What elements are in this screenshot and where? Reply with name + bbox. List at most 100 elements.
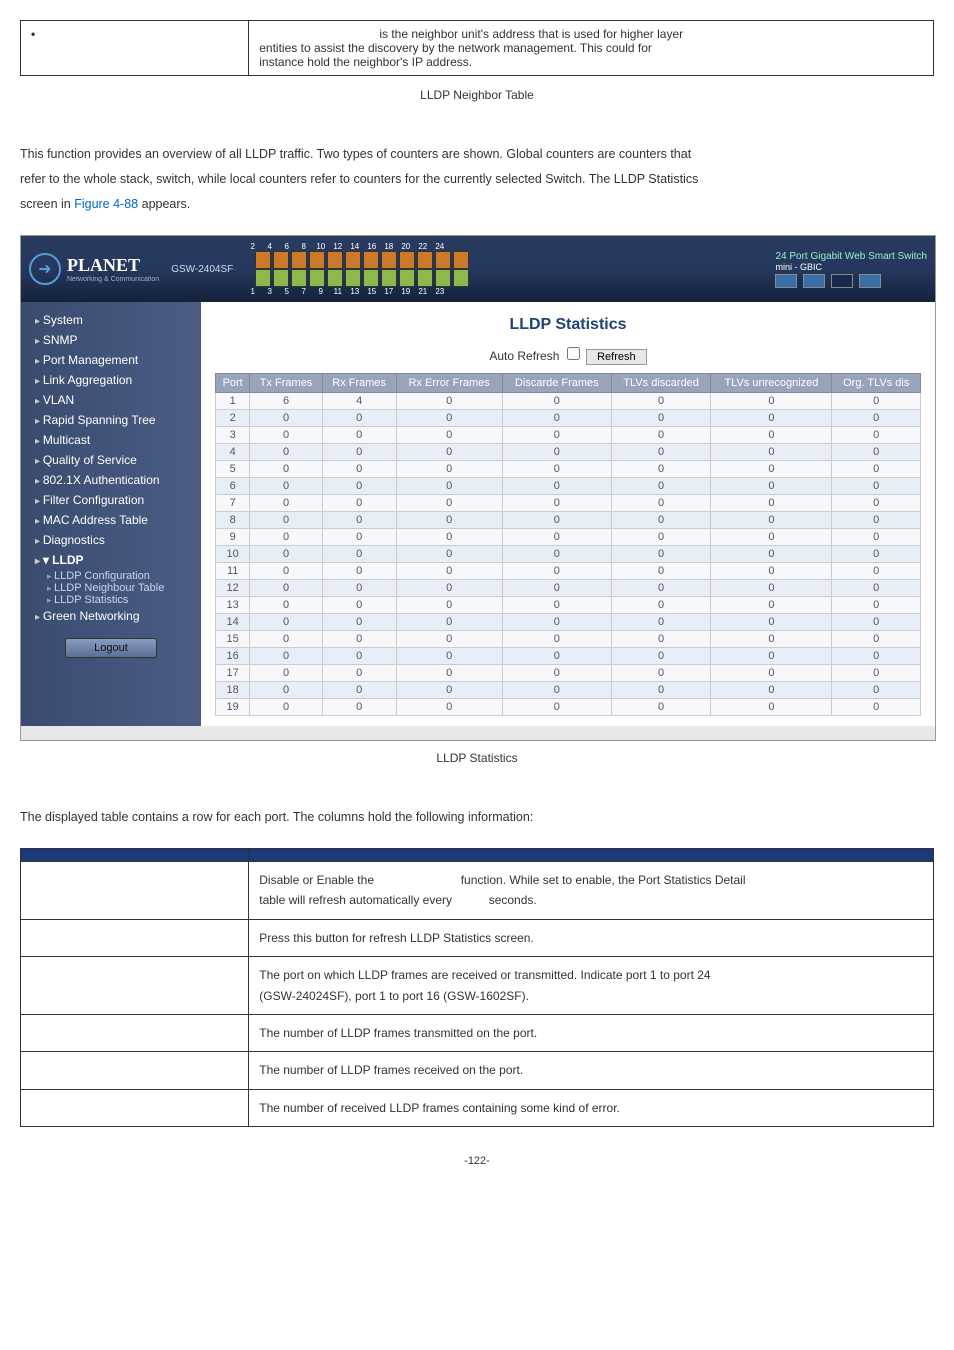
port-num: 18 <box>381 242 396 251</box>
table-row: 80000000 <box>216 512 921 529</box>
stats-cell: 0 <box>611 427 711 444</box>
stats-cell: 0 <box>250 682 322 699</box>
stats-cell: 0 <box>502 546 611 563</box>
sidebar-item-802-1x-authentication[interactable]: 802.1X Authentication <box>21 470 201 490</box>
desc-refresh: Press this button for refresh LLDP Stati… <box>249 919 934 956</box>
stats-cell: 0 <box>250 631 322 648</box>
port-icon <box>381 269 397 287</box>
sidebar-item-filter-configuration[interactable]: Filter Configuration <box>21 490 201 510</box>
stats-cell: 0 <box>711 478 832 495</box>
stats-cell: 0 <box>396 495 502 512</box>
stats-cell: 0 <box>832 597 921 614</box>
port-icon <box>255 269 271 287</box>
sidebar-item-multicast[interactable]: Multicast <box>21 430 201 450</box>
desc-label-port <box>21 957 249 1015</box>
stats-cell: 0 <box>396 580 502 597</box>
gbic-4 <box>859 274 881 288</box>
sidebar-item-quality-of-service[interactable]: Quality of Service <box>21 450 201 470</box>
sidebar-item-diagnostics[interactable]: Diagnostics <box>21 530 201 550</box>
sidebar-item-lldp[interactable]: ▾ LLDP <box>21 550 201 570</box>
stats-cell: 0 <box>322 461 396 478</box>
port-icon <box>381 251 397 269</box>
stats-cell: 0 <box>396 512 502 529</box>
port-num: 11 <box>330 287 345 296</box>
mini-gbic-label: mini - GBIC <box>775 262 927 272</box>
stats-cell: 6 <box>216 478 250 495</box>
table-row: 20000000 <box>216 410 921 427</box>
logout-button[interactable]: Logout <box>65 638 157 658</box>
stats-cell: 0 <box>832 580 921 597</box>
stats-cell: 0 <box>711 546 832 563</box>
stats-cell: 0 <box>711 495 832 512</box>
stats-cell: 0 <box>611 478 711 495</box>
stats-cell: 0 <box>611 461 711 478</box>
sidebar-item-snmp[interactable]: SNMP <box>21 330 201 350</box>
stats-cell: 0 <box>711 461 832 478</box>
port-num: 7 <box>296 287 311 296</box>
stats-cell: 0 <box>250 580 322 597</box>
stats-cell: 19 <box>216 699 250 716</box>
logo-area: ➜ PLANET Networking & Communication <box>29 253 159 285</box>
scrollbar-hint <box>21 726 935 740</box>
table-row: 130000000 <box>216 597 921 614</box>
stats-col: Org. TLVs dis <box>832 374 921 393</box>
table-row: 150000000 <box>216 631 921 648</box>
stats-cell: 0 <box>711 410 832 427</box>
table-row: 180000000 <box>216 682 921 699</box>
port-num: 22 <box>415 242 430 251</box>
sidebar-item-mac-address-table[interactable]: MAC Address Table <box>21 510 201 530</box>
stats-cell: 0 <box>322 699 396 716</box>
sidebar-sub-lldp-configuration[interactable]: LLDP Configuration <box>21 570 201 582</box>
stats-cell: 0 <box>502 444 611 461</box>
desc-tx: The number of LLDP frames transmitted on… <box>249 1014 934 1051</box>
port-icon <box>363 269 379 287</box>
stats-cell: 0 <box>611 393 711 410</box>
stats-cell: 0 <box>711 563 832 580</box>
stats-cell: 0 <box>250 427 322 444</box>
table-row: 140000000 <box>216 614 921 631</box>
stats-cell: 0 <box>711 665 832 682</box>
sidebar: SystemSNMPPort ManagementLink Aggregatio… <box>21 302 201 726</box>
stats-cell: 0 <box>396 393 502 410</box>
port-num: 3 <box>262 287 277 296</box>
desc-label-rx <box>21 1052 249 1089</box>
sidebar-item-port-management[interactable]: Port Management <box>21 350 201 370</box>
refresh-button[interactable] <box>586 349 647 365</box>
table-row: 190000000 <box>216 699 921 716</box>
logo-subtext: Networking & Communication <box>67 276 159 283</box>
port-icon <box>363 251 379 269</box>
port-panel: 24681012141618202224 1357911131517192123 <box>245 242 469 296</box>
model-label: GSW-2404SF <box>171 264 233 275</box>
stats-cell: 0 <box>611 512 711 529</box>
auto-refresh-checkbox[interactable] <box>567 347 580 360</box>
stats-cell: 0 <box>250 563 322 580</box>
stats-cell: 0 <box>502 478 611 495</box>
caption-neighbor-table: LLDP Neighbor Table <box>20 88 934 102</box>
figure-link[interactable]: Figure 4-88 <box>74 197 138 211</box>
stats-cell: 0 <box>611 563 711 580</box>
port-icon <box>309 269 325 287</box>
auto-refresh-label: Auto Refresh <box>489 349 559 363</box>
port-num: 9 <box>313 287 328 296</box>
sidebar-item-link-aggregation[interactable]: Link Aggregation <box>21 370 201 390</box>
stats-cell: 0 <box>396 427 502 444</box>
sidebar-item-system[interactable]: System <box>21 310 201 330</box>
stats-cell: 0 <box>322 427 396 444</box>
caption-statistics: LLDP Statistics <box>20 751 934 765</box>
sidebar-item-green-networking[interactable]: Green Networking <box>21 606 201 626</box>
sidebar-item-rapid-spanning-tree[interactable]: Rapid Spanning Tree <box>21 410 201 430</box>
content-title: LLDP Statistics <box>215 316 921 334</box>
stats-cell: 0 <box>832 546 921 563</box>
stats-cell: 0 <box>611 614 711 631</box>
sidebar-item-vlan[interactable]: VLAN <box>21 390 201 410</box>
desc-rxerr: The number of received LLDP frames conta… <box>249 1089 934 1126</box>
sidebar-sub-lldp-neighbour-table[interactable]: LLDP Neighbour Table <box>21 582 201 594</box>
stats-col: Rx Frames <box>322 374 396 393</box>
port-icon <box>417 251 433 269</box>
stats-cell: 0 <box>502 410 611 427</box>
stats-cell: 0 <box>832 631 921 648</box>
desc-rx: The number of LLDP frames received on th… <box>249 1052 934 1089</box>
port-icon <box>291 251 307 269</box>
sidebar-sub-lldp-statistics[interactable]: LLDP Statistics <box>21 594 201 606</box>
stats-cell: 0 <box>250 597 322 614</box>
